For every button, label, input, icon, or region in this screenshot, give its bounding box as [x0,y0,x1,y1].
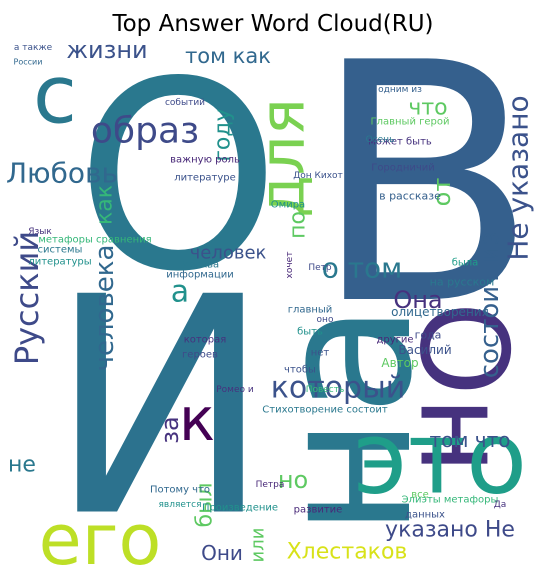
word: олицетворения [391,305,489,319]
word: состоит из [475,232,505,379]
word: важную роль [170,155,240,166]
word: это [353,400,527,517]
word: системы [38,245,83,256]
word: на [237,303,453,537]
word: Они [201,541,243,565]
word: Ромео и [216,385,254,395]
word: или [248,528,269,563]
word: том как [185,44,271,68]
word: литературе [174,173,236,184]
word: Автор [381,356,418,370]
word: все [411,490,429,501]
chart-title: Top Answer Word Cloud(RU) [111,11,433,37]
word: чтобы [284,365,316,376]
word: том что [429,428,510,452]
word: на русском [430,276,495,289]
word: Любовь [6,157,118,190]
word: был [193,483,218,528]
word: оно [317,315,334,325]
word: году [211,108,236,161]
word: для [246,98,319,218]
word: Да [494,500,507,510]
word: Омира [271,200,305,211]
word: Язык [28,227,52,237]
word: Произведение [202,503,278,514]
word: с [33,49,77,142]
word: литературы [28,257,91,268]
word: Он [393,302,532,475]
word: В [312,0,538,377]
word: образ [91,111,199,152]
word: человек [190,243,267,264]
word: России [14,58,43,67]
word: года [415,329,442,342]
word: Главный герой [371,117,450,128]
word: Городничий [371,163,435,174]
word: Она [393,286,442,314]
word: одним из [378,85,422,95]
word: метафоры сравнения [38,235,151,246]
word: его [39,499,162,579]
word: Хлестаков [287,540,408,565]
word: Петра [256,480,285,490]
word: Василий [398,343,451,357]
word: от [428,178,456,207]
word: данных [405,510,445,521]
word: О [76,27,281,329]
word: жизни [66,36,147,64]
word: быть [297,327,323,338]
word: развитие [294,505,343,516]
word: другие [376,335,413,346]
word: героев [182,350,218,361]
word: может быть [368,137,432,148]
word: в рассказе [379,190,441,203]
word: событий [165,98,205,108]
word: Стихотворение состоит [262,405,388,416]
word: за [156,416,184,443]
word: о том [322,252,403,285]
word: не [8,453,36,478]
word: Петр [308,263,332,273]
word: который [271,371,406,406]
word: является [158,500,201,510]
word: что [408,96,447,121]
word: человека [90,245,120,372]
word: Повесть [306,385,345,395]
word: а также [14,43,53,53]
word: но [278,466,308,494]
word: а [171,275,189,310]
word: к [179,385,215,455]
word: И [48,234,272,579]
word: информации [166,270,234,281]
word: Потому что [150,485,210,496]
word: хочет [285,252,295,279]
word: которая [184,335,227,346]
word: Дон Кихот [293,171,343,181]
word: по [286,211,311,239]
word: нет [311,348,330,359]
word: главный [288,305,333,316]
word: Элиэты метафоры [402,495,499,506]
word: Не указано [502,95,535,260]
word: Русский [8,231,46,365]
word: Москва [181,260,219,271]
word: указано Не [385,518,515,543]
word: была [452,258,479,269]
word: как [93,185,118,225]
word: Осень [366,135,395,145]
